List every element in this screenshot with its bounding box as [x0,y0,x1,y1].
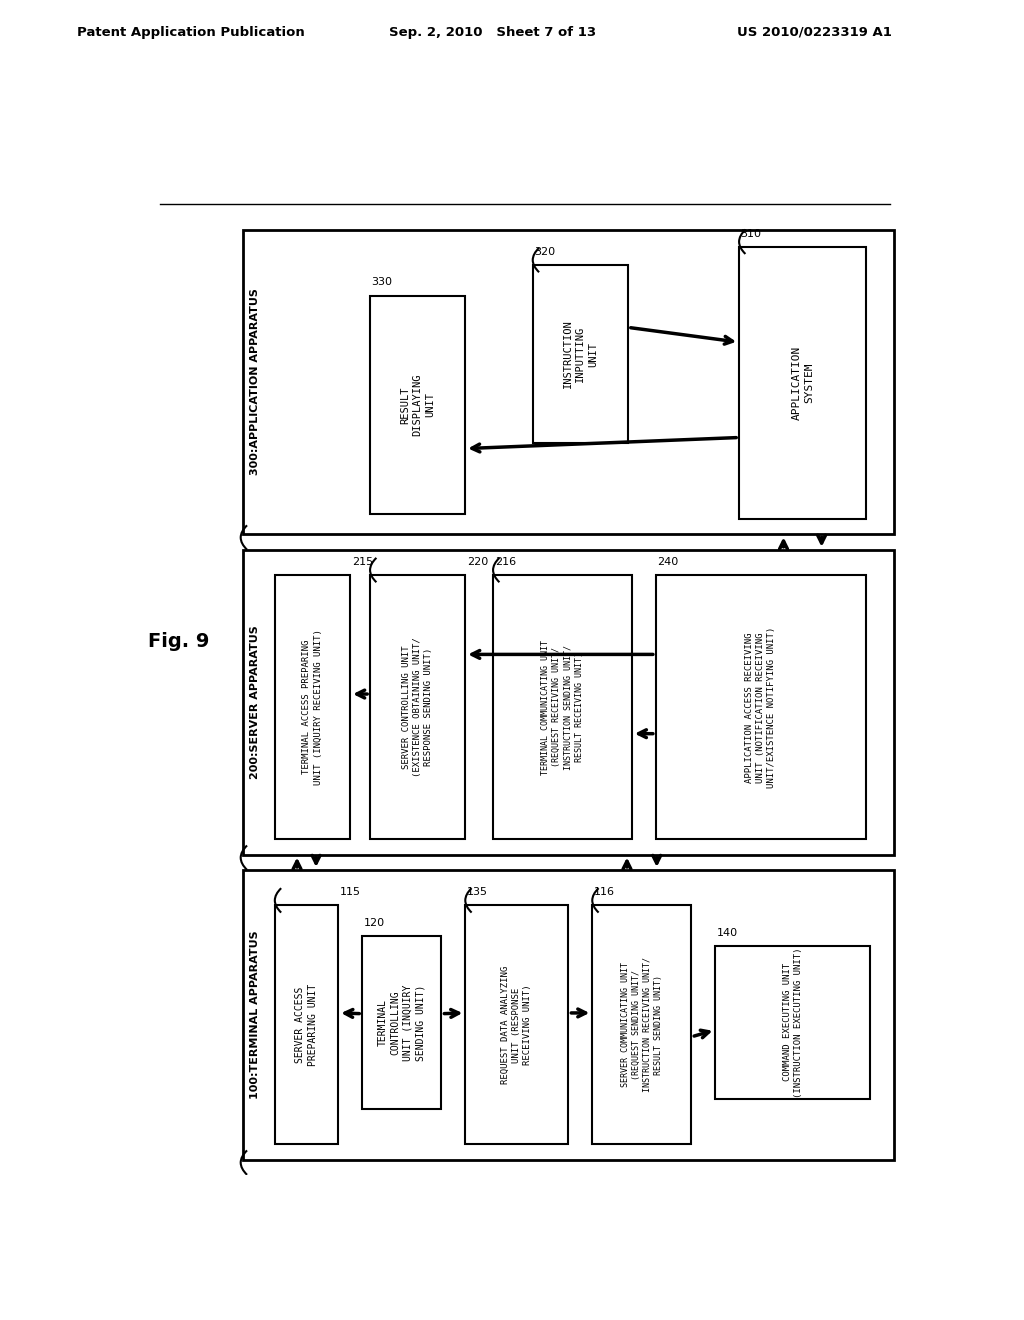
FancyBboxPatch shape [655,576,866,840]
Text: TERMINAL ACCESS PREPARING
UNIT (INQUIRY RECEIVING UNIT): TERMINAL ACCESS PREPARING UNIT (INQUIRY … [302,630,323,785]
Text: 135: 135 [467,887,487,898]
Text: US 2010/0223319 A1: US 2010/0223319 A1 [737,25,892,38]
Text: 120: 120 [364,917,385,928]
Text: 310: 310 [740,228,762,239]
Text: 200:SERVER APPARATUS: 200:SERVER APPARATUS [250,626,260,779]
Text: TERMINAL COMMUNICATING UNIT
(REQUEST RECEIVING UNIT/
INSTRUCTION SENDING UNIT/
R: TERMINAL COMMUNICATING UNIT (REQUEST REC… [542,640,584,775]
Text: 100:TERMINAL APPARATUS: 100:TERMINAL APPARATUS [250,931,260,1100]
Text: TERMINAL
CONTROLLING
UNIT (INQUIRY
SENDING UNIT): TERMINAL CONTROLLING UNIT (INQUIRY SENDI… [378,985,425,1060]
Text: SERVER CONTROLLING UNIT
(EXISTENCE OBTAINING UNIT/
RESPONSE SENDING UNIT): SERVER CONTROLLING UNIT (EXISTENCE OBTAI… [402,638,433,777]
FancyBboxPatch shape [274,576,350,840]
FancyBboxPatch shape [362,936,441,1109]
Text: INSTRUCTION
INPUTTING
UNIT: INSTRUCTION INPUTTING UNIT [563,319,598,388]
Text: SERVER ACCESS
PREPARING UNIT: SERVER ACCESS PREPARING UNIT [295,983,317,1067]
Text: REQUEST DATA ANALYZING
UNIT (RESPONSE
RECEIVING UNIT): REQUEST DATA ANALYZING UNIT (RESPONSE RE… [502,966,532,1084]
Text: 140: 140 [717,928,738,939]
Text: COMMAND EXECUTING UNIT
(INSTRUCTION EXECUTING UNIT): COMMAND EXECUTING UNIT (INSTRUCTION EXEC… [782,946,803,1098]
FancyBboxPatch shape [370,296,465,515]
FancyBboxPatch shape [243,549,894,854]
Text: Sep. 2, 2010   Sheet 7 of 13: Sep. 2, 2010 Sheet 7 of 13 [389,25,596,38]
Text: Fig. 9: Fig. 9 [147,632,209,651]
FancyBboxPatch shape [243,870,894,1159]
Text: 115: 115 [340,887,360,898]
Text: 116: 116 [594,887,614,898]
FancyBboxPatch shape [370,576,465,840]
Text: RESULT
DISPLAYING
UNIT: RESULT DISPLAYING UNIT [400,374,435,436]
Text: 300:APPLICATION APPARATUS: 300:APPLICATION APPARATUS [250,289,260,475]
Text: 220: 220 [467,557,488,568]
Text: APPLICATION
SYSTEM: APPLICATION SYSTEM [792,346,814,420]
Text: 216: 216 [495,557,516,568]
FancyBboxPatch shape [739,247,866,519]
Text: 330: 330 [372,277,392,288]
FancyBboxPatch shape [532,265,628,444]
FancyBboxPatch shape [243,230,894,535]
Text: 240: 240 [657,557,679,568]
Text: 215: 215 [352,557,373,568]
FancyBboxPatch shape [494,576,632,840]
Text: 320: 320 [535,247,555,257]
FancyBboxPatch shape [274,906,338,1144]
FancyBboxPatch shape [715,946,870,1098]
FancyBboxPatch shape [465,906,568,1144]
Text: Patent Application Publication: Patent Application Publication [77,25,304,38]
Text: APPLICATION ACCESS RECEIVING
UNIT (NOTIFICATION RECEIVING
UNIT/EXISTENCE NOTIFYI: APPLICATION ACCESS RECEIVING UNIT (NOTIF… [745,627,776,788]
Text: SERVER COMMUNICATING UNIT
(REQUEST SENDING UNIT/
INSTRUCTION RECEIVING UNIT/
RES: SERVER COMMUNICATING UNIT (REQUEST SENDI… [621,957,663,1093]
FancyBboxPatch shape [592,906,691,1144]
